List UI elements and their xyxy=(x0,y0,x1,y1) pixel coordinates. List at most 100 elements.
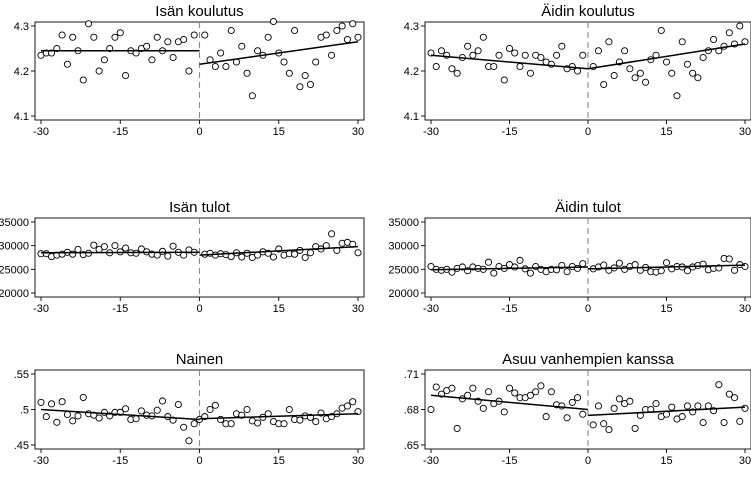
data-point xyxy=(143,42,151,50)
data-point xyxy=(553,51,561,59)
data-point xyxy=(169,53,177,62)
data-point xyxy=(532,388,540,396)
x-tick-label: -30 xyxy=(423,303,439,315)
data-point xyxy=(631,424,639,432)
panel-title: Isän koulutus xyxy=(155,3,243,20)
x-tick-label: 15 xyxy=(273,303,285,315)
data-point xyxy=(79,393,87,401)
y-tick-label: .68 xyxy=(404,405,419,417)
x-tick-label: 30 xyxy=(352,126,364,138)
panel-3: Isän tulot 20000 25000 30000 35000 -30 -15 0 15 3… xyxy=(0,199,365,315)
panel-title: Äidin tulot xyxy=(555,199,622,216)
data-point xyxy=(490,269,498,277)
data-point xyxy=(217,49,225,57)
data-point xyxy=(516,62,524,71)
data-point xyxy=(730,394,739,402)
data-point xyxy=(174,400,182,409)
fit-line xyxy=(199,41,359,65)
data-point xyxy=(642,78,650,86)
data-point xyxy=(500,76,508,84)
data-point xyxy=(600,261,608,269)
data-point xyxy=(730,266,739,274)
data-point xyxy=(53,418,61,426)
x-tick-label: -30 xyxy=(33,303,49,315)
data-point xyxy=(100,56,108,64)
x-tick-label: -15 xyxy=(112,126,128,138)
data-point xyxy=(490,62,498,71)
data-point xyxy=(132,415,140,423)
data-point xyxy=(238,42,246,50)
x-tick-label: 30 xyxy=(739,303,751,315)
data-point xyxy=(479,33,487,41)
data-point xyxy=(526,69,534,77)
data-point xyxy=(100,243,108,251)
data-point xyxy=(306,249,315,257)
y-tick-label: 25000 xyxy=(388,264,419,276)
data-point xyxy=(58,398,66,406)
data-point xyxy=(453,69,461,77)
data-point xyxy=(280,58,288,66)
data-point xyxy=(710,35,718,44)
y-tick-label: 20000 xyxy=(388,288,419,300)
data-point xyxy=(736,417,744,425)
data-point xyxy=(190,420,198,428)
data-point xyxy=(683,267,691,275)
data-point xyxy=(563,414,571,422)
x-tick-label: 0 xyxy=(196,303,202,315)
data-point xyxy=(741,38,749,46)
data-point xyxy=(542,413,550,421)
data-point xyxy=(485,258,493,266)
data-point xyxy=(505,44,514,53)
data-point xyxy=(243,405,251,414)
panel-2: Äidin koulutus 4.1 4.2 4.3 -30 -15 0 15 30 xyxy=(404,3,751,138)
data-point xyxy=(683,60,691,68)
x-tick-label: -30 xyxy=(423,126,439,138)
data-point xyxy=(736,22,744,30)
panel-title: Isän tulot xyxy=(169,199,231,216)
data-point xyxy=(610,71,618,80)
data-point xyxy=(673,92,681,100)
data-point xyxy=(180,35,188,44)
data-point xyxy=(95,414,103,422)
data-point xyxy=(605,38,613,46)
y-tick-label: 4.2 xyxy=(14,66,29,78)
data-point xyxy=(615,395,623,403)
data-point xyxy=(678,38,686,46)
data-point xyxy=(579,410,587,418)
data-point xyxy=(343,35,351,44)
data-point xyxy=(296,83,304,91)
data-point xyxy=(437,47,446,55)
x-tick-label: 15 xyxy=(273,126,285,138)
data-point xyxy=(349,20,357,28)
data-point xyxy=(280,420,288,428)
data-point xyxy=(121,405,130,413)
data-point xyxy=(227,420,235,428)
data-point xyxy=(190,31,198,39)
data-point xyxy=(573,67,582,75)
data-point xyxy=(227,26,235,35)
data-point xyxy=(312,418,320,426)
data-point xyxy=(74,245,82,254)
x-tick-label: 0 xyxy=(585,455,591,467)
data-point xyxy=(610,404,618,412)
panel-4: Äidin tulot 20000 25000 30000 35000 -30 -15 0 15… xyxy=(388,199,751,315)
y-tick-label: 30000 xyxy=(388,241,419,253)
data-point xyxy=(621,47,629,55)
fit-line xyxy=(587,264,746,270)
data-point xyxy=(699,53,707,62)
data-point xyxy=(631,74,639,82)
data-point xyxy=(600,420,608,428)
data-point xyxy=(505,384,514,392)
data-point xyxy=(354,249,362,257)
data-point xyxy=(631,261,639,269)
data-point xyxy=(254,47,262,55)
fit-line xyxy=(430,54,589,70)
x-tick-label: 15 xyxy=(660,126,672,138)
y-tick-label: .65 xyxy=(404,440,419,452)
data-point xyxy=(683,402,691,410)
data-point xyxy=(600,80,608,89)
data-point xyxy=(432,383,440,391)
data-point xyxy=(453,424,461,432)
data-point xyxy=(526,269,534,277)
